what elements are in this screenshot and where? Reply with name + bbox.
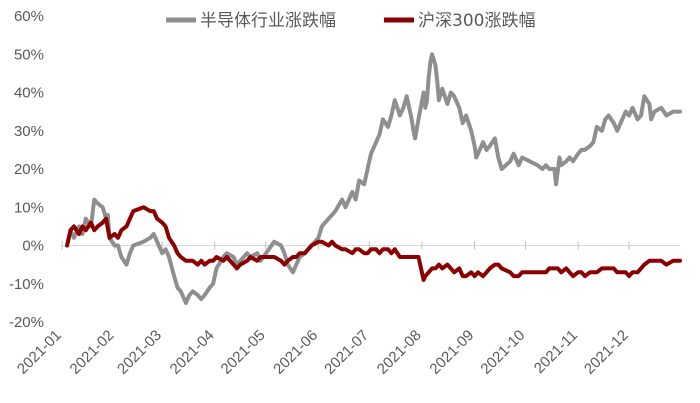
x-tick-label: 2021-02: [67, 327, 118, 378]
x-tick-label: 2021-04: [167, 327, 218, 378]
y-tick-label: 40%: [14, 85, 44, 102]
y-axis: 60% 50% 40% 30% 20% 10% 0% -10% -20%: [9, 8, 44, 331]
y-tick-label: 60%: [14, 8, 44, 25]
series-layer: [65, 52, 682, 305]
x-tick-label: 2021-10: [477, 327, 528, 378]
legend-label-semiconductor: 半导体行业涨跌幅: [200, 11, 336, 31]
series-line-semiconductor: [65, 52, 682, 305]
x-tick-label: 2021-01: [14, 327, 65, 378]
y-tick-label: 10%: [14, 199, 44, 216]
y-tick-label: 30%: [14, 123, 44, 140]
series-line-csi300: [65, 205, 682, 282]
y-tick-label: 20%: [14, 161, 44, 178]
y-tick-label: 50%: [14, 46, 44, 63]
legend-label-csi300: 沪深300涨跌幅: [418, 11, 535, 31]
y-tick-label: 0%: [22, 238, 44, 255]
x-tick-label: 2021-08: [374, 327, 425, 378]
chart-legend: 半导体行业涨跌幅 沪深300涨跌幅: [166, 11, 535, 31]
x-tick-label: 2021-06: [270, 327, 321, 378]
x-tick-label: 2021-12: [581, 327, 632, 378]
x-tick-label: 2021-03: [114, 327, 165, 378]
x-tick-label: 2021-09: [426, 327, 477, 378]
x-tick-label: 2021-07: [321, 327, 372, 378]
y-tick-label: -10%: [9, 276, 44, 293]
y-tick-label: -20%: [9, 314, 44, 331]
x-tick-label: 2021-11: [531, 327, 581, 377]
x-tick-label: 2021-05: [218, 327, 269, 378]
